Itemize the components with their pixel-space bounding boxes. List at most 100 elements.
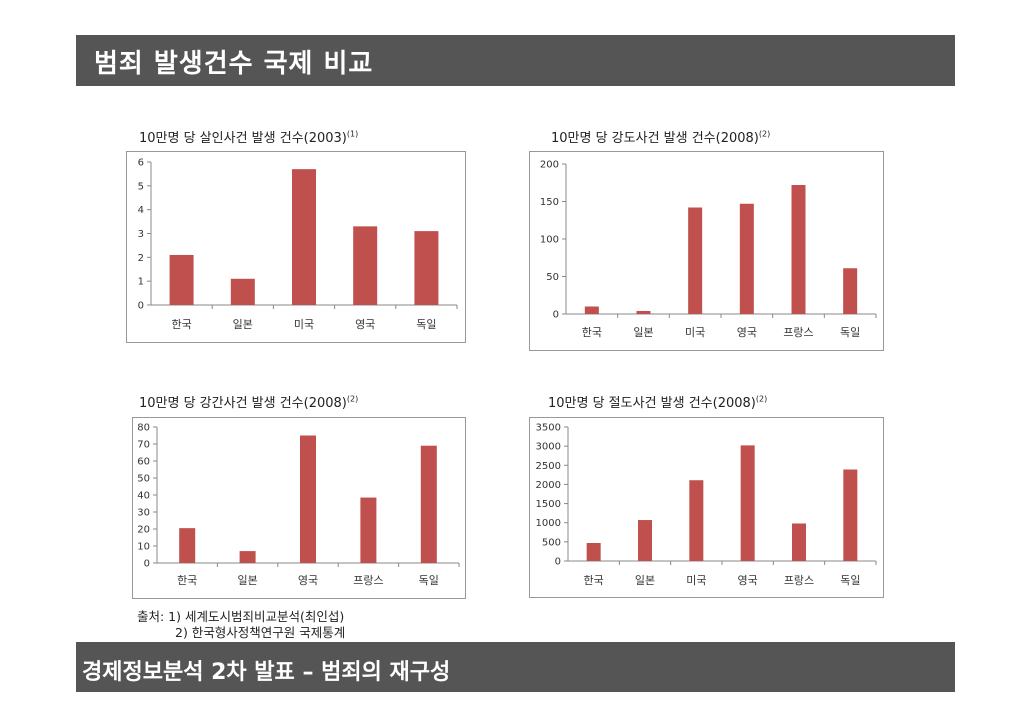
bar xyxy=(688,207,703,314)
chart-title-theft: 10만명 당 절도사건 발생 건수(2008)(2) xyxy=(548,392,767,411)
footer-bar: 경제정보분석 2차 발표 – 범죄의 재구성 xyxy=(76,642,955,692)
source-note: 출처: 1) 세계도시범죄비교분석(최인섭) 2) 한국형사정책연구원 국제통계 xyxy=(137,609,345,641)
y-tick-label: 0 xyxy=(555,557,561,568)
chart-murder-svg: 0 1 2 3 4 5 6 한국 일본 미국 영국 독일 xyxy=(138,158,458,331)
bar xyxy=(689,480,704,561)
y-tick-label: 1 xyxy=(138,277,144,288)
x-tick-label: 프랑스 xyxy=(784,574,814,587)
bar xyxy=(791,185,806,314)
y-tick-label: 50 xyxy=(546,272,559,283)
bar xyxy=(584,306,599,314)
x-tick-label: 미국 xyxy=(294,318,314,331)
x-tick-label: 미국 xyxy=(685,326,705,339)
y-tick-label: 0 xyxy=(553,310,559,321)
bar xyxy=(638,520,652,561)
y-tick-label: 2000 xyxy=(536,480,561,491)
x-tick-label: 영국 xyxy=(355,318,375,331)
chart-title-text: 10만명 당 절도사건 발생 건수(2008) xyxy=(548,396,756,411)
y-tick-label: 30 xyxy=(137,508,150,519)
bar xyxy=(586,543,601,561)
chart-murder: 0 1 2 3 4 5 6 한국 일본 미국 영국 독일 xyxy=(126,151,466,343)
y-tick-label: 2 xyxy=(138,253,144,264)
bar xyxy=(420,445,437,563)
chart-title-note: (2) xyxy=(755,394,768,404)
y-tick-label: 0 xyxy=(144,559,150,570)
chart-title-text: 10만명 당 강간사건 발생 건수(2008) xyxy=(139,396,347,411)
chart-title-text: 10만명 당 살인사건 발생 건수(2003) xyxy=(139,131,347,146)
y-tick-label: 20 xyxy=(137,525,150,536)
y-tick-label: 2500 xyxy=(536,461,561,472)
y-tick-label: 60 xyxy=(137,457,150,468)
bar xyxy=(230,278,255,305)
bar xyxy=(792,523,806,561)
bar xyxy=(636,311,651,314)
chart-robbery-svg: 0 50 100 150 200 한국 일본 미국 영국 프랑스 독일 xyxy=(540,160,877,339)
y-tick-label: 3500 xyxy=(536,423,561,434)
y-tick-label: 500 xyxy=(542,537,561,548)
y-tick-label: 70 xyxy=(137,440,150,451)
y-tick-label: 3000 xyxy=(536,442,561,453)
bar xyxy=(292,169,316,305)
chart-title-robbery: 10만명 당 강도사건 발생 건수(2008)(2) xyxy=(551,127,770,146)
chart-title-note: (1) xyxy=(346,129,359,139)
chart-title-note: (2) xyxy=(346,394,359,404)
x-tick-label: 일본 xyxy=(633,325,653,339)
bar xyxy=(843,268,858,314)
x-tick-label: 한국 xyxy=(584,574,604,587)
bar xyxy=(300,435,316,563)
bar xyxy=(353,226,378,305)
x-tick-label: 독일 xyxy=(840,573,860,587)
chart-rape: 0 10 20 30 40 50 60 70 80 한국 일본 영국 프랑스 독일 xyxy=(132,417,466,599)
page-title: 범죄 발생건수 국제 비교 xyxy=(94,49,374,79)
chart-title-text: 10만명 당 강도사건 발생 건수(2008) xyxy=(551,131,759,146)
y-tick-label: 10 xyxy=(137,542,150,553)
y-tick-label: 6 xyxy=(138,158,144,169)
chart-title-murder: 10만명 당 살인사건 발생 건수(2003)(1) xyxy=(139,127,358,146)
y-tick-label: 1500 xyxy=(536,499,561,510)
source-line-1: 출처: 1) 세계도시범죄비교분석(최인섭) xyxy=(137,609,345,624)
bar xyxy=(843,469,858,561)
header-bar: 범죄 발생건수 국제 비교 xyxy=(76,35,955,86)
x-tick-label: 독일 xyxy=(416,317,436,331)
chart-theft-svg: 0 500 1000 1500 2000 2500 3000 3500 한국 일본 미국 영국 프랑스 독… xyxy=(536,423,877,587)
bar xyxy=(239,551,256,563)
bar xyxy=(179,528,196,563)
chart-theft: 0 500 1000 1500 2000 2500 3000 3500 한국 일본 미국 영국 프랑스 독… xyxy=(529,417,884,598)
bar xyxy=(414,231,439,305)
chart-robbery: 0 50 100 150 200 한국 일본 미국 영국 프랑스 독일 xyxy=(529,151,884,351)
y-tick-label: 50 xyxy=(137,474,150,485)
y-tick-label: 4 xyxy=(138,205,144,216)
bar xyxy=(169,254,194,305)
bar xyxy=(739,203,754,314)
chart-title-note: (2) xyxy=(758,129,771,139)
x-tick-label: 영국 xyxy=(738,574,758,587)
x-tick-label: 한국 xyxy=(171,318,191,331)
footer-title: 경제정보분석 2차 발표 – 범죄의 재구성 xyxy=(82,660,451,685)
y-tick-label: 3 xyxy=(138,229,144,240)
x-tick-label: 일본 xyxy=(635,573,655,587)
y-tick-label: 150 xyxy=(540,197,559,208)
source-line-2: 2) 한국형사정책연구원 국제통계 xyxy=(175,625,346,640)
x-tick-label: 미국 xyxy=(686,574,706,587)
bar xyxy=(740,445,755,561)
x-tick-label: 프랑스 xyxy=(783,326,813,339)
x-tick-label: 한국 xyxy=(177,574,197,587)
x-tick-label: 일본 xyxy=(233,317,253,331)
x-tick-label: 한국 xyxy=(582,326,602,339)
y-tick-label: 0 xyxy=(138,301,144,312)
y-tick-label: 1000 xyxy=(536,518,561,529)
x-tick-label: 일본 xyxy=(237,573,257,587)
chart-rape-svg: 0 10 20 30 40 50 60 70 80 한국 일본 영국 프랑스 독일 xyxy=(137,423,460,587)
x-tick-label: 영국 xyxy=(737,326,757,339)
y-tick-label: 5 xyxy=(138,181,144,192)
x-tick-label: 프랑스 xyxy=(353,574,383,587)
x-tick-label: 독일 xyxy=(419,573,439,587)
x-tick-label: 영국 xyxy=(298,574,318,587)
x-tick-label: 독일 xyxy=(840,325,860,339)
bar xyxy=(360,497,377,563)
y-tick-label: 40 xyxy=(137,491,150,502)
y-tick-label: 100 xyxy=(540,235,559,246)
y-tick-label: 200 xyxy=(540,160,559,171)
y-tick-label: 80 xyxy=(137,423,150,434)
chart-title-rape: 10만명 당 강간사건 발생 건수(2008)(2) xyxy=(139,392,358,411)
